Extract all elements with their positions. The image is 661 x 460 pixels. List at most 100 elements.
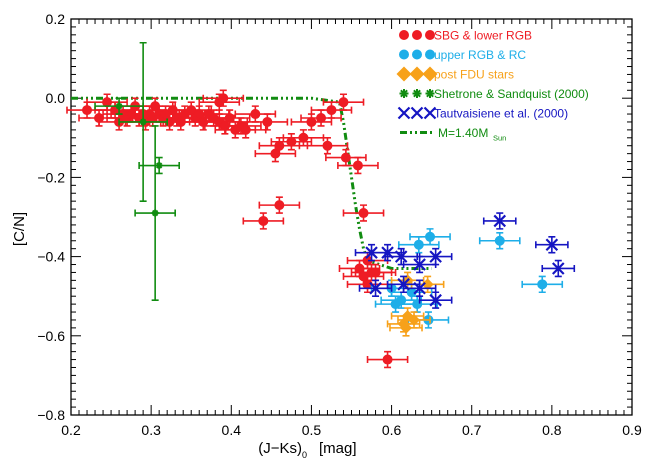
x-tick-label: 0.3 [141,422,161,438]
legend-marker [425,89,435,98]
data-point [155,162,163,170]
legend-marker [397,106,411,120]
data-point [358,271,369,282]
legend-marker [409,66,425,82]
data-point [326,105,337,116]
data-marks-layer [66,41,576,369]
legend-marker [410,106,424,120]
legend-marker [425,30,435,40]
legend-marker [423,106,437,120]
axis-ticks: 0.2 0.3 0.4 0.5 0.6 0.7 0.8 0.9 −0.8 −0.6 −0.4 −0.2… [37,11,642,438]
legend-item-post-fdu-stars: post FDU stars [396,66,514,82]
x-tick-label: 0.5 [302,422,322,438]
data-point [198,116,209,127]
data-point [429,293,442,307]
data-point [397,278,410,291]
legend-label: M=1.40M [438,126,488,140]
model-curve-line [71,96,432,270]
legend-label-subscript: Sun [493,134,506,143]
legend-label: post FDU stars [434,68,514,82]
x-axis-label-main: (J−Ks) [258,440,302,457]
data-point [240,124,251,135]
y-tick-label: 0.0 [46,90,66,106]
x-axis-label-subscript: 0 [302,450,307,460]
x-tick-label: 0.9 [622,422,642,438]
data-point [262,116,273,127]
series-post-fdu-stars [386,271,445,337]
data-point [354,263,365,274]
data-point [413,282,426,295]
data-point [258,215,269,226]
data-point [167,105,178,116]
data-point [338,97,349,108]
legend-label: Shetrone & Sandquist (2000) [434,87,589,101]
data-point [139,118,147,126]
data-point [250,109,261,120]
x-tick-label: 0.7 [462,422,482,438]
legend-marker [412,89,422,98]
x-tick-label: 0.4 [222,422,242,438]
legend-item-model: M=1.40M Sun [400,126,506,143]
data-point [175,116,186,127]
data-point [382,354,393,365]
data-point [545,238,559,251]
data-point [421,278,434,291]
y-axis-label: [C/N] [11,212,28,246]
data-point [94,113,105,123]
x-axis-label-unit: [mag] [319,440,357,457]
data-point [274,200,285,211]
data-point [115,102,123,110]
data-point [298,132,309,143]
data-point [194,109,205,120]
data-point [102,97,113,108]
legend-label: SBG & lower RGB [434,29,532,43]
data-point [399,321,412,334]
data-point [151,209,159,217]
data-point [352,160,363,171]
data-point [369,282,382,295]
legend-item-sbg-lower-rgb: SBG & lower RGB [399,29,532,43]
data-point [390,299,401,310]
legend-item-shetrone-sandquist-2000: Shetrone & Sandquist (2000) [399,87,589,101]
data-point [126,109,137,120]
data-point [493,214,507,228]
data-point [270,148,281,159]
data-point [358,208,369,219]
y-tick-label: −0.8 [37,407,65,423]
data-point [394,250,408,263]
data-point [286,136,297,147]
data-point [551,262,565,275]
series-sbg-lower-rgb [66,89,409,369]
y-tick-label: −0.6 [37,328,65,344]
legend-marker [399,89,409,98]
data-point [274,140,285,151]
data-point [150,101,161,112]
legend-marker [412,30,422,40]
legend-marker [399,30,409,40]
data-point [413,258,426,271]
data-point [494,235,505,246]
data-point [429,250,442,263]
y-tick-label: −0.2 [37,169,65,185]
data-point [306,116,317,127]
legend-marker [425,49,435,60]
legend-item-upper-rgb-rc: upper RGB & RC [399,48,526,62]
x-axis-label: (J−Ks) 0 [mag] [258,440,356,460]
series-upper-rgb-rc [370,228,564,329]
legend-marker [422,66,438,82]
data-point [381,246,394,259]
series-shetrone-sandquist-2000 [94,41,180,301]
data-point [214,97,225,108]
data-point [82,105,93,116]
data-point [425,231,436,242]
model-curve-layer [71,96,432,270]
data-point [370,267,381,278]
data-point [224,113,235,123]
y-tick-label: −0.4 [37,249,65,265]
legend-label: Tautvaisiene et al. (2000) [434,107,568,121]
data-point [340,152,351,163]
legend-marker [399,49,409,60]
legend-marker [412,49,422,60]
x-tick-label: 0.2 [61,422,81,438]
